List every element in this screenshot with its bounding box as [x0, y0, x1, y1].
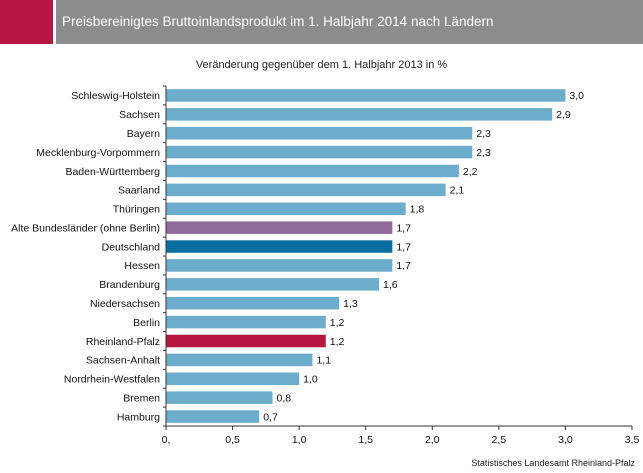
- category-label-deutschland: Deutschland: [102, 241, 161, 253]
- value-label-baden-wuerttemberg: 2,2: [463, 166, 478, 178]
- x-tick-label: 1,0: [292, 434, 307, 446]
- category-label-schleswig-holstein: Schleswig-Holstein: [71, 90, 160, 102]
- value-label-hessen: 1,7: [396, 260, 411, 272]
- bar-saarland: [166, 183, 446, 197]
- category-label-mecklenburg-vorpommern: Mecklenburg-Vorpommern: [36, 147, 160, 159]
- category-label-rheinland-pfalz: Rheinland-Pfalz: [86, 336, 160, 348]
- bar-schleswig-holstein: [166, 89, 566, 102]
- source-note: Statistisches Landesamt Rheinland-Pfalz: [471, 458, 635, 468]
- bar-hessen: [166, 259, 393, 272]
- bar-nordrhein-westfalen: [166, 372, 300, 386]
- x-tick-label: 1,5: [358, 434, 373, 446]
- x-tick-label: 2,5: [492, 434, 507, 446]
- category-label-hessen: Hessen: [124, 260, 160, 272]
- bar-bremen: [166, 391, 273, 404]
- category-label-bayern: Bayern: [127, 128, 160, 140]
- value-label-deutschland: 1,7: [396, 241, 411, 253]
- value-label-saarland: 2,1: [450, 185, 465, 197]
- page-title: Preisbereinigtes Bruttoinlandsprodukt im…: [62, 14, 494, 29]
- value-label-mecklenburg-vorpommern: 2,3: [476, 147, 491, 159]
- value-label-alte-bundeslaender-ohne-berlin: 1,7: [396, 222, 411, 234]
- category-label-alte-bundeslaender-ohne-berlin: Alte Bundesländer (ohne Berlin): [11, 222, 160, 234]
- value-label-rheinland-pfalz: 1,2: [330, 336, 345, 348]
- header-divider: [53, 0, 56, 44]
- bar-hamburg: [166, 410, 260, 423]
- category-label-brandenburg: Brandenburg: [99, 279, 160, 291]
- bar-niedersachsen: [166, 296, 340, 310]
- category-label-sachsen-anhalt: Sachsen-Anhalt: [86, 355, 160, 367]
- value-label-bayern: 2,3: [476, 128, 491, 140]
- value-label-niedersachsen: 1,3: [343, 298, 358, 310]
- chart-title: Veränderung gegenüber dem 1. Halbjahr 20…: [195, 59, 448, 71]
- category-label-bremen: Bremen: [123, 392, 160, 404]
- bar-sachsen: [166, 108, 553, 121]
- category-label-nordrhein-westfalen: Nordrhein-Westfalen: [64, 374, 160, 386]
- category-label-baden-wuerttemberg: Baden-Württemberg: [65, 166, 160, 178]
- x-tick-label: 2,0: [425, 434, 440, 446]
- value-label-bremen: 0,8: [277, 392, 292, 404]
- bar-bayern: [166, 126, 473, 140]
- category-label-thueringen: Thüringen: [113, 204, 160, 216]
- axis-group: Schleswig-Holstein 3,0 Sachsen 2,9 Bayern 2,3…: [11, 85, 640, 446]
- x-tick-label: 0,: [162, 434, 171, 446]
- header-accent-block: [0, 0, 53, 44]
- value-label-sachsen: 2,9: [556, 109, 571, 121]
- category-label-hamburg: Hamburg: [117, 411, 160, 423]
- category-label-niedersachsen: Niedersachsen: [90, 298, 160, 310]
- value-label-thueringen: 1,8: [410, 204, 425, 216]
- value-label-nordrhein-westfalen: 1,0: [303, 374, 318, 386]
- value-label-hamburg: 0,7: [263, 411, 278, 423]
- bar-berlin: [166, 315, 326, 329]
- category-label-saarland: Saarland: [118, 185, 160, 197]
- x-tick-label: 3,0: [558, 434, 573, 446]
- bars-group: [166, 89, 566, 423]
- bar-brandenburg: [166, 278, 380, 291]
- x-tick-label: 3,5: [625, 434, 640, 446]
- bar-mecklenburg-vorpommern: [166, 145, 473, 159]
- value-label-berlin: 1,2: [330, 317, 345, 329]
- bar-rheinland-pfalz: [166, 334, 326, 348]
- value-label-brandenburg: 1,6: [383, 279, 398, 291]
- bar-deutschland: [166, 240, 393, 253]
- bar-thueringen: [166, 202, 406, 216]
- bar-baden-wuerttemberg: [166, 164, 459, 178]
- category-label-berlin: Berlin: [133, 317, 160, 329]
- x-tick-label: 0,5: [225, 434, 240, 446]
- bar-sachsen-anhalt: [166, 353, 313, 367]
- bar-alte-bundeslaender-ohne-berlin: [166, 221, 393, 234]
- category-label-sachsen: Sachsen: [119, 109, 160, 121]
- header-bar: Preisbereinigtes Bruttoinlandsprodukt im…: [0, 0, 643, 44]
- value-label-sachsen-anhalt: 1,1: [316, 355, 331, 367]
- value-label-schleswig-holstein: 3,0: [569, 90, 584, 102]
